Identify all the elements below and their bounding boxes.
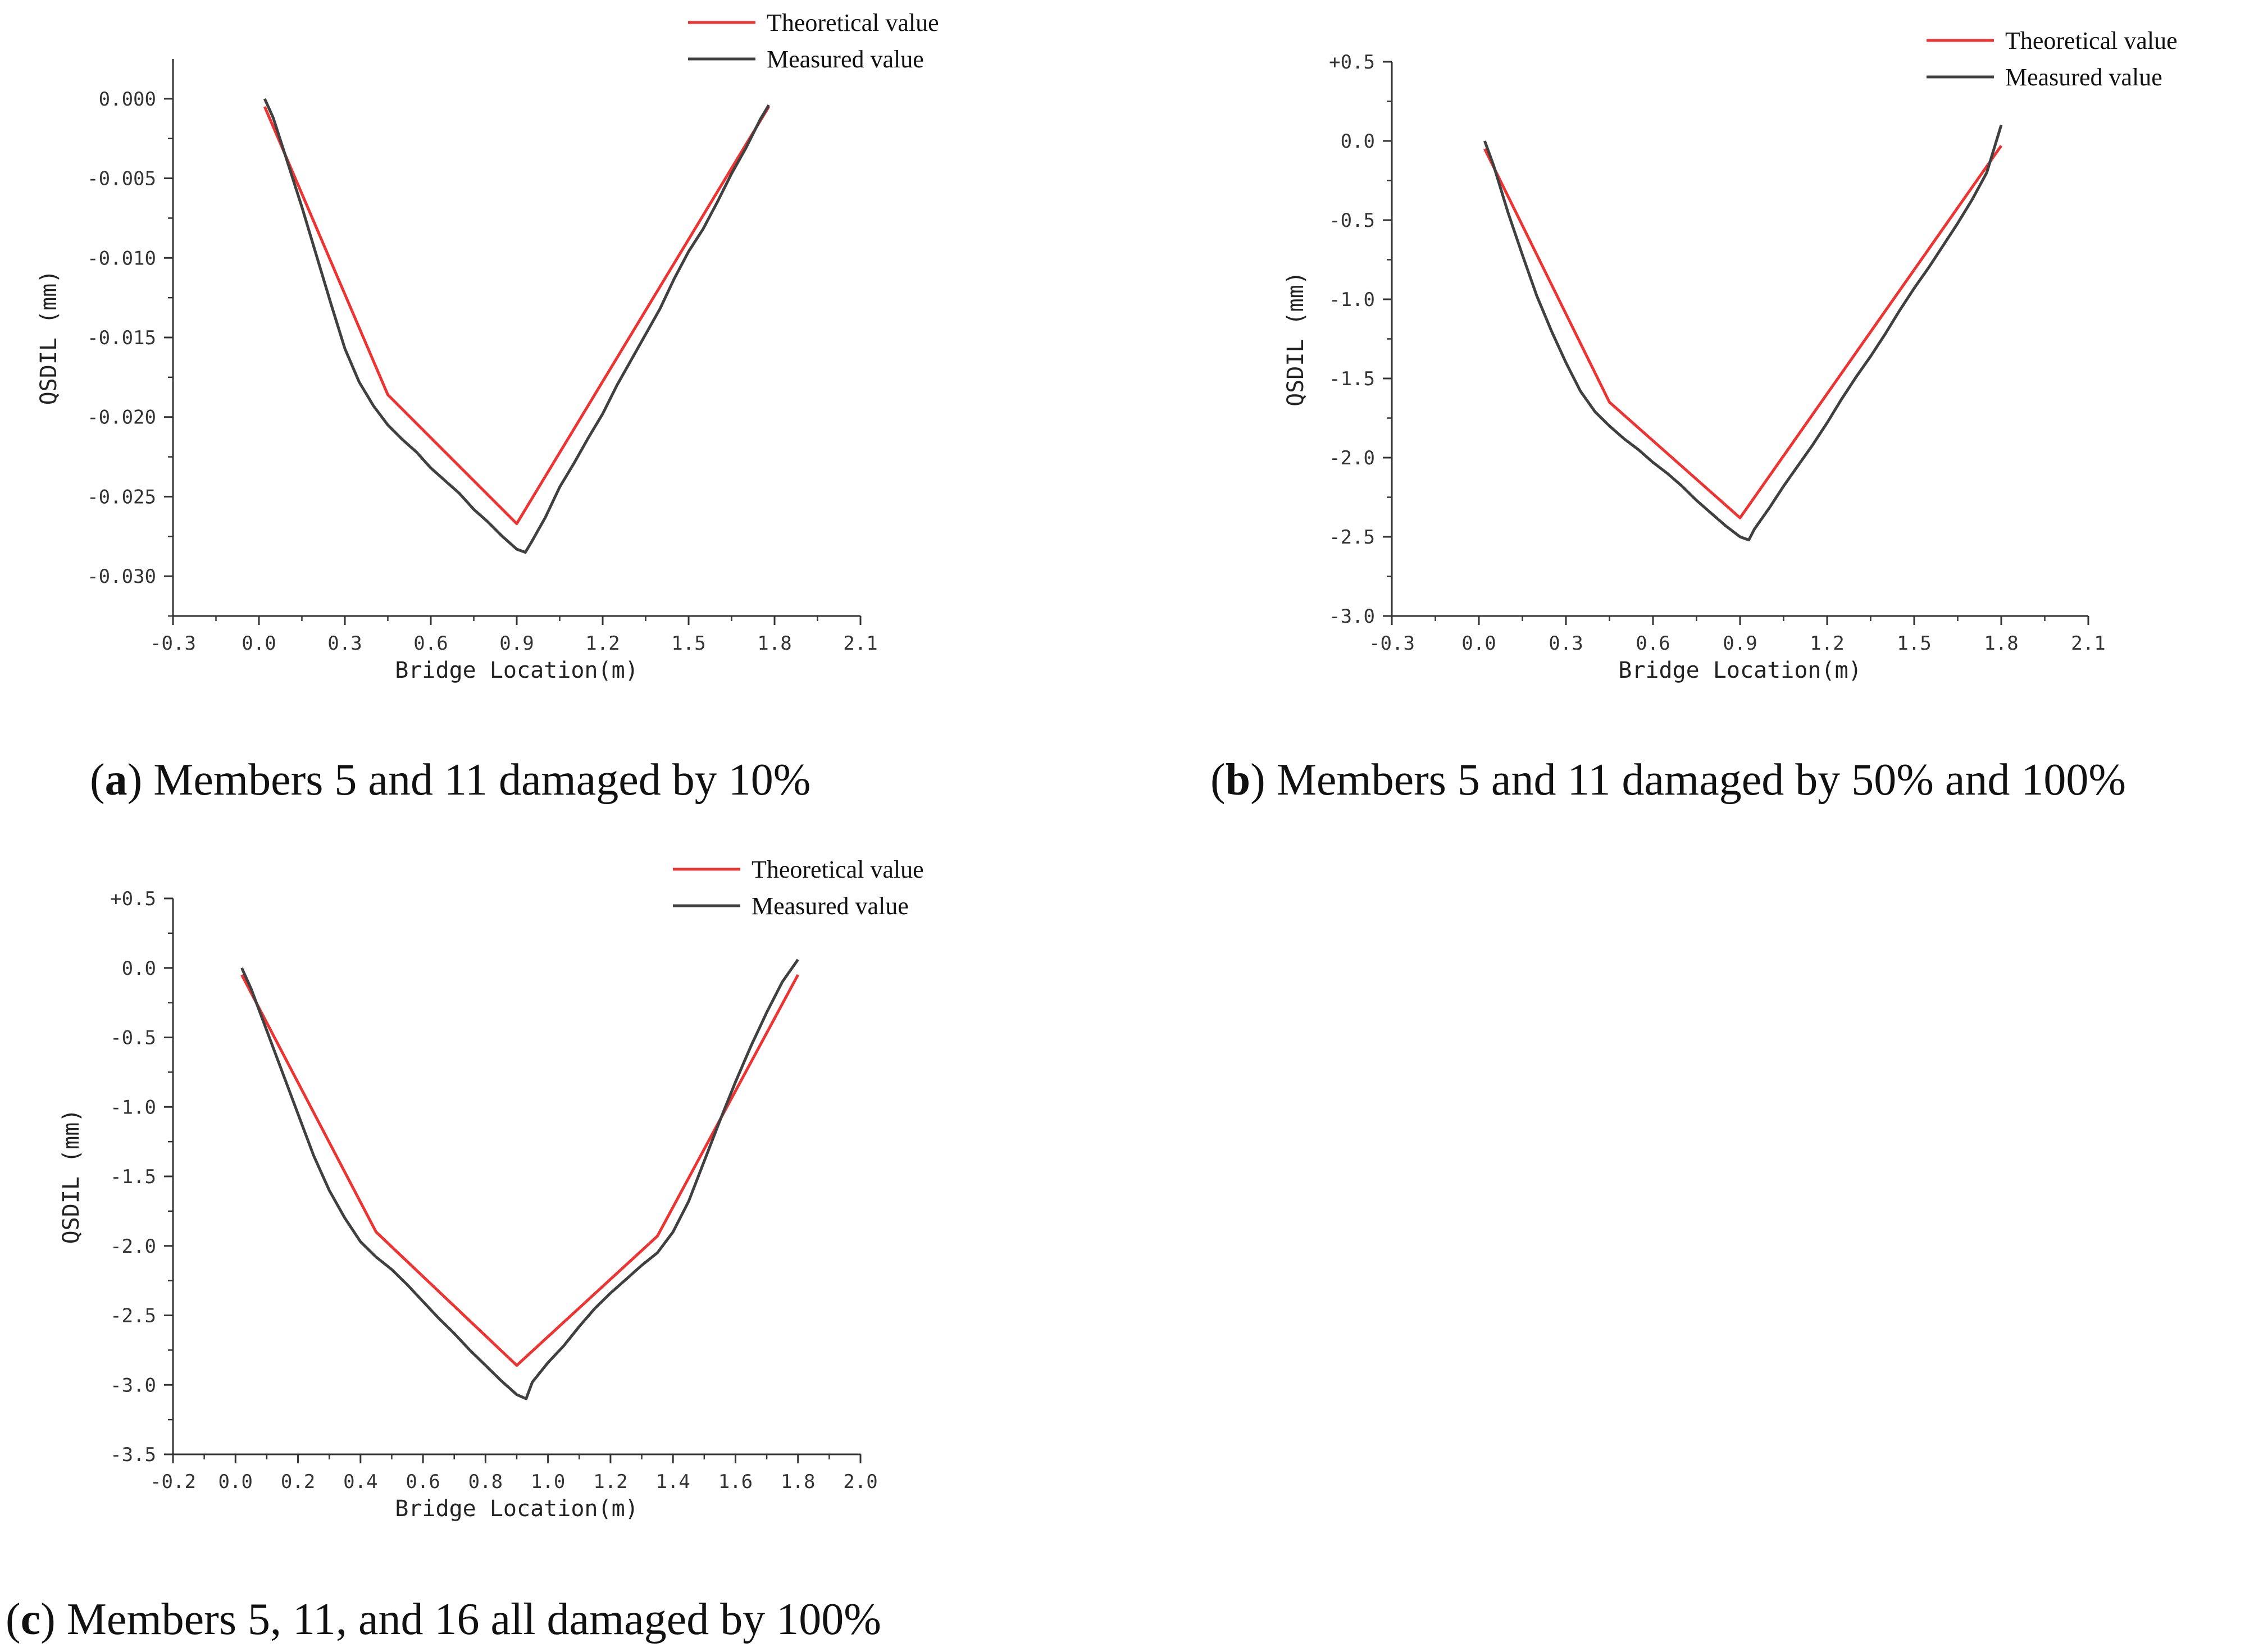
x-tick-label: 0.3 [327,632,362,655]
legend-theoretical: Theoretical value [673,856,924,883]
x-tick-label: 0.0 [1461,632,1496,655]
y-tick-label: -1.0 [1329,289,1375,311]
x-tick-label: 0.9 [499,632,534,655]
x-tick-label: 0.9 [1723,632,1757,655]
y-tick-label: 0.000 [99,88,156,111]
y-axis-title: QSDIL (mm) [1283,271,1309,407]
x-tick-label: 2.1 [2071,632,2105,655]
x-tick-label: 0.6 [406,1471,440,1493]
x-tick-label: 1.0 [531,1471,565,1493]
x-tick-label: 1.6 [718,1471,753,1493]
legend-measured: Measured value [688,45,924,73]
legend-label: Theoretical value [752,856,924,883]
y-tick-label: -1.5 [1329,368,1375,390]
x-tick-label: 1.2 [585,632,620,655]
legend-label: Measured value [2005,63,2162,91]
y-tick-label: +0.5 [110,888,156,910]
y-tick-label: -0.025 [87,486,156,508]
x-tick-label: 0.4 [343,1471,377,1493]
y-tick-label: -1.5 [110,1166,156,1188]
y-tick-label: 0.0 [1341,130,1375,153]
y-tick-label: -0.020 [87,407,156,429]
x-tick-label: 0.6 [1636,632,1670,655]
legend-label: Theoretical value [767,9,939,36]
x-tick-label: 0.0 [242,632,276,655]
y-tick-label: -2.5 [1329,526,1375,549]
x-tick-label: -0.3 [150,632,196,655]
x-tick-label: 0.2 [281,1471,315,1493]
chart-panel-b: -0.3 0.0 0.3 0.6 0.9 1.2 1.5 1.8 2.1 +0.5 0.0 -0.5 -… [1210,27,2178,805]
y-tick-label: -0.005 [87,168,156,190]
y-tick-label: -3.0 [1329,605,1375,628]
chart-panel-a: -0.3 0.0 0.3 0.6 0.9 1.2 1.5 1.8 2.1 0.000 -0.005 -… [36,9,939,805]
measured-value-line [263,98,770,554]
theoretical-value-line [263,106,770,526]
y-tick-label: -0.5 [110,1027,156,1049]
y-tick-label: -0.030 [87,565,156,588]
theoretical-value-line [240,974,799,1367]
caption-a: (a) Members 5 and 11 damaged by 10% [90,755,810,805]
y-tick-label: -3.0 [110,1374,156,1397]
y-tick-label: 0.0 [122,957,156,980]
legend-theoretical: Theoretical value [1927,27,2178,54]
x-tick-label: 1.5 [1897,632,1931,655]
legend-label: Measured value [752,892,909,920]
y-axis-title: QSDIL (mm) [58,1109,84,1244]
x-axis-title: Bridge Location(m) [1618,658,1861,683]
legend-label: Measured value [767,45,924,73]
y-tick-label: -2.0 [110,1235,156,1258]
y-tick-label: -0.010 [87,247,156,270]
x-tick-label: 1.2 [1810,632,1844,655]
y-tick-label: -2.0 [1329,447,1375,469]
x-tick-label: -0.2 [150,1471,196,1493]
x-tick-label: 0.8 [468,1471,503,1493]
caption-c: (c) Members 5, 11, and 16 all damaged by… [6,1595,881,1644]
chart-panel-c: -0.2 0.0 0.2 0.4 0.6 0.8 1.0 1.2 1.4 1.6 1.8 2.0 +0.… [6,856,924,1644]
legend-label: Theoretical value [2005,27,2178,54]
measured-value-line [1483,125,2003,542]
y-tick-label: -2.5 [110,1305,156,1327]
legend-measured: Measured value [1927,63,2162,91]
x-tick-label: 1.8 [1984,632,2018,655]
x-axis-title: Bridge Location(m) [395,658,638,683]
y-tick-label: -0.5 [1329,209,1375,232]
x-tick-label: 0.0 [218,1471,253,1493]
legend-measured: Measured value [673,892,909,920]
x-axis-title: Bridge Location(m) [395,1496,638,1522]
y-tick-label: -3.5 [110,1444,156,1466]
x-tick-label: 0.3 [1549,632,1583,655]
x-tick-label: 1.5 [671,632,705,655]
theoretical-value-line [1483,145,2003,519]
y-tick-label: -1.0 [110,1096,156,1119]
legend-theoretical: Theoretical value [688,9,939,36]
caption-b: (b) Members 5 and 11 damaged by 50% and … [1210,755,2126,805]
x-tick-label: 2.1 [843,632,877,655]
x-tick-label: 1.8 [781,1471,815,1493]
x-tick-label: -0.3 [1369,632,1415,655]
measured-value-line [240,959,799,1400]
y-tick-label: +0.5 [1329,51,1375,74]
x-tick-label: 1.2 [593,1471,627,1493]
x-tick-label: 2.0 [843,1471,877,1493]
x-tick-label: 0.6 [413,632,448,655]
y-tick-label: -0.015 [87,327,156,349]
y-axis-title: QSDIL (mm) [36,270,62,405]
x-tick-label: 1.8 [757,632,791,655]
x-tick-label: 1.4 [655,1471,690,1493]
